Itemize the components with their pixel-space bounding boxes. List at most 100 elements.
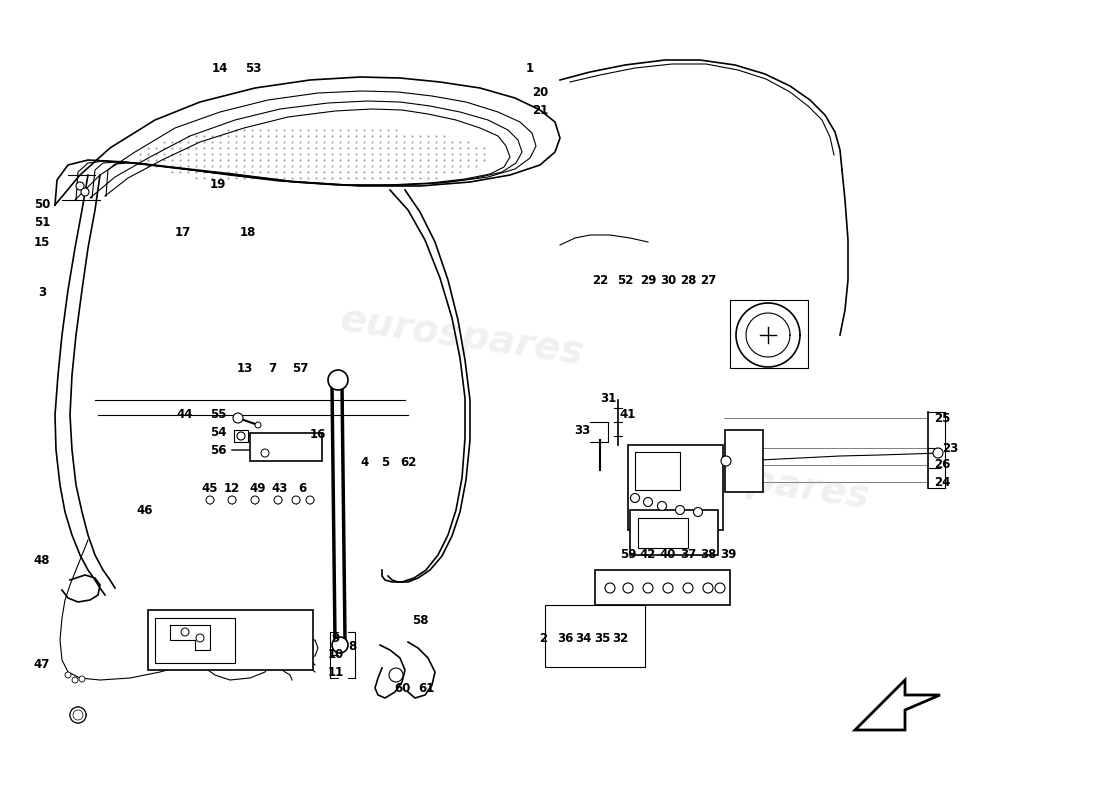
Text: 29: 29 (640, 274, 657, 286)
Text: 50: 50 (34, 198, 51, 211)
Circle shape (206, 496, 214, 504)
Circle shape (76, 182, 84, 190)
Circle shape (644, 498, 652, 506)
Circle shape (236, 432, 245, 440)
Circle shape (72, 677, 78, 683)
Text: 25: 25 (934, 411, 950, 425)
Circle shape (196, 634, 204, 642)
Text: 34: 34 (575, 631, 591, 645)
FancyBboxPatch shape (234, 430, 248, 442)
Text: 19: 19 (210, 178, 227, 191)
Circle shape (683, 583, 693, 593)
Circle shape (228, 496, 236, 504)
Text: 62: 62 (399, 455, 416, 469)
Circle shape (630, 494, 639, 502)
Text: 39: 39 (719, 549, 736, 562)
Text: 61: 61 (418, 682, 434, 694)
Text: 5: 5 (381, 455, 389, 469)
Text: 23: 23 (942, 442, 958, 454)
Text: 40: 40 (660, 549, 676, 562)
Circle shape (675, 506, 684, 514)
Text: 26: 26 (934, 458, 950, 471)
Circle shape (332, 637, 348, 653)
Circle shape (65, 672, 72, 678)
Circle shape (605, 583, 615, 593)
Circle shape (292, 496, 300, 504)
Circle shape (663, 583, 673, 593)
Text: 59: 59 (619, 549, 636, 562)
Text: 45: 45 (201, 482, 218, 494)
Text: 43: 43 (272, 482, 288, 494)
Text: 20: 20 (532, 86, 548, 99)
FancyBboxPatch shape (155, 618, 235, 663)
Text: 57: 57 (292, 362, 308, 374)
Text: 47: 47 (34, 658, 51, 671)
Circle shape (328, 370, 348, 390)
Text: 54: 54 (210, 426, 227, 438)
Text: 9: 9 (332, 631, 340, 645)
Text: 58: 58 (411, 614, 428, 626)
Text: 42: 42 (640, 549, 657, 562)
Circle shape (70, 707, 86, 723)
Text: 31: 31 (600, 391, 616, 405)
Circle shape (720, 456, 732, 466)
Text: 22: 22 (592, 274, 608, 286)
Text: 56: 56 (210, 443, 227, 457)
Text: 2: 2 (539, 631, 547, 645)
Text: 48: 48 (34, 554, 51, 566)
Circle shape (306, 496, 313, 504)
Text: 44: 44 (177, 409, 194, 422)
Text: 46: 46 (136, 503, 153, 517)
Text: 15: 15 (34, 235, 51, 249)
Text: 16: 16 (310, 429, 327, 442)
Text: 1: 1 (526, 62, 535, 74)
Circle shape (73, 710, 82, 720)
Text: 8: 8 (348, 639, 356, 653)
Circle shape (703, 583, 713, 593)
Circle shape (79, 676, 85, 682)
Circle shape (261, 449, 270, 457)
Text: 11: 11 (328, 666, 344, 678)
Text: 60: 60 (394, 682, 410, 694)
Text: 33: 33 (574, 423, 590, 437)
Text: 32: 32 (612, 631, 628, 645)
Text: 18: 18 (240, 226, 256, 239)
Circle shape (389, 668, 403, 682)
Circle shape (658, 502, 667, 510)
FancyBboxPatch shape (630, 510, 718, 555)
Text: 7: 7 (268, 362, 276, 374)
Text: 53: 53 (245, 62, 261, 74)
FancyBboxPatch shape (635, 452, 680, 490)
Circle shape (251, 496, 258, 504)
Circle shape (693, 507, 703, 517)
Circle shape (233, 413, 243, 423)
FancyBboxPatch shape (148, 610, 314, 670)
Text: 38: 38 (700, 549, 716, 562)
Circle shape (623, 583, 632, 593)
Circle shape (255, 422, 261, 428)
Text: 12: 12 (224, 482, 240, 494)
Text: 24: 24 (934, 475, 950, 489)
FancyBboxPatch shape (638, 518, 688, 548)
Circle shape (182, 628, 189, 636)
FancyBboxPatch shape (628, 445, 723, 530)
Polygon shape (855, 680, 940, 730)
Text: 36: 36 (557, 631, 573, 645)
Text: 49: 49 (250, 482, 266, 494)
Text: 27: 27 (700, 274, 716, 286)
Text: 55: 55 (210, 409, 227, 422)
FancyBboxPatch shape (250, 433, 322, 461)
Text: 35: 35 (594, 631, 610, 645)
Text: 52: 52 (617, 274, 634, 286)
Text: 51: 51 (34, 215, 51, 229)
Text: 6: 6 (298, 482, 306, 494)
Text: 17: 17 (175, 226, 191, 239)
Text: 4: 4 (361, 455, 370, 469)
Circle shape (715, 583, 725, 593)
Text: 41: 41 (619, 409, 636, 422)
FancyBboxPatch shape (725, 430, 763, 492)
Text: eurospares: eurospares (624, 444, 872, 516)
Text: 10: 10 (328, 649, 344, 662)
FancyBboxPatch shape (544, 605, 645, 667)
Text: 37: 37 (680, 549, 696, 562)
